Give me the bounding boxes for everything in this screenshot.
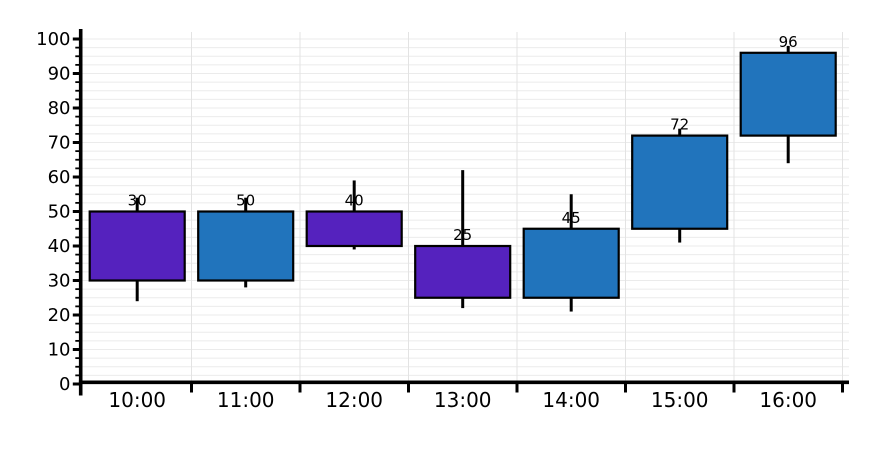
y-tick-label: 90 (48, 64, 71, 85)
candle-value-label: 40 (345, 192, 364, 210)
y-tick-label: 60 (48, 167, 71, 188)
candle-12:00: 40 (305, 180, 403, 250)
candle-body (197, 210, 295, 282)
y-tick-label: 80 (48, 98, 71, 119)
x-tick-label: 10:00 (108, 388, 166, 412)
y-tick-label: 100 (36, 29, 70, 50)
y-tick-label: 70 (48, 133, 71, 154)
x-tick-label: 16:00 (759, 388, 817, 412)
candle-10:00: 30 (88, 192, 186, 302)
y-tick-label: 30 (48, 271, 71, 292)
candle-14:00: 45 (522, 194, 620, 312)
candle-value-label: 72 (670, 116, 689, 134)
candle-11:00: 50 (197, 192, 295, 288)
candle-body (739, 51, 837, 137)
y-tick-label: 50 (48, 202, 71, 223)
x-tick-label: 11:00 (217, 388, 275, 412)
candle-body (414, 244, 512, 299)
x-tick-label: 15:00 (651, 388, 709, 412)
axes: 0 10 20 30 40 50 60 70 80 90 100 10:00 11:00 12:00 13:… (36, 29, 849, 412)
y-tick-label: 40 (48, 236, 71, 257)
candle-value-label: 25 (453, 226, 472, 244)
x-tick-label: 14:00 (542, 388, 600, 412)
candle-body (88, 210, 186, 282)
y-tick-label: 0 (59, 374, 70, 395)
candle-value-label: 96 (779, 33, 798, 51)
candle-value-label: 45 (562, 209, 581, 227)
vertical-gridlines (191, 32, 843, 382)
candle-body (305, 210, 403, 248)
candle-value-label: 30 (128, 192, 147, 210)
x-tick-label: 13:00 (434, 388, 492, 412)
candle-15:00: 72 (631, 116, 729, 243)
candle-13:00: 25 (414, 170, 512, 309)
candle-body (631, 134, 729, 230)
candle-body (522, 227, 620, 299)
candle-16:00: 96 (739, 33, 837, 164)
y-tick-label: 20 (48, 305, 71, 326)
x-tick-label: 12:00 (325, 388, 383, 412)
candle-value-label: 50 (236, 192, 255, 210)
candles: 30 50 40 25 45 72 96 (88, 33, 837, 312)
y-tick-label: 10 (48, 340, 71, 361)
